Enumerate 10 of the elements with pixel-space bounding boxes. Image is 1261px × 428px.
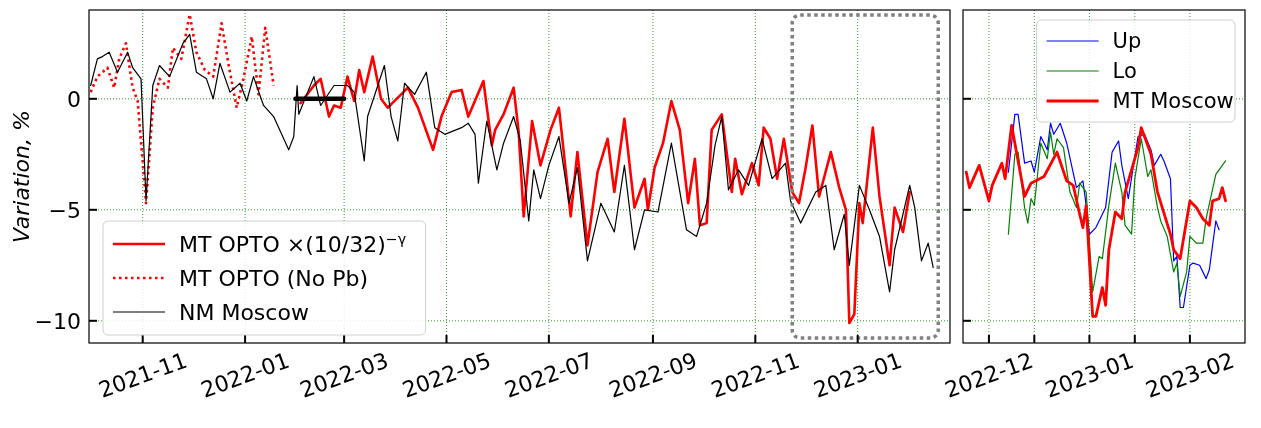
y-tick-label: 0 — [67, 86, 81, 112]
legend-label: MT Moscow — [1112, 89, 1234, 114]
legend-label: MT OPTO ×(10/32)$^{−γ}$ — [179, 230, 407, 257]
legend-label: Up — [1112, 29, 1142, 54]
y-tick-label: −10 — [34, 308, 81, 334]
y-tick-label: −5 — [48, 197, 81, 223]
legend-label: MT OPTO (No Pb) — [179, 265, 369, 291]
y-axis-title: Variation, % — [9, 110, 34, 243]
legend-label: NM Moscow — [179, 299, 309, 325]
legend-label: Lo — [1112, 59, 1137, 84]
